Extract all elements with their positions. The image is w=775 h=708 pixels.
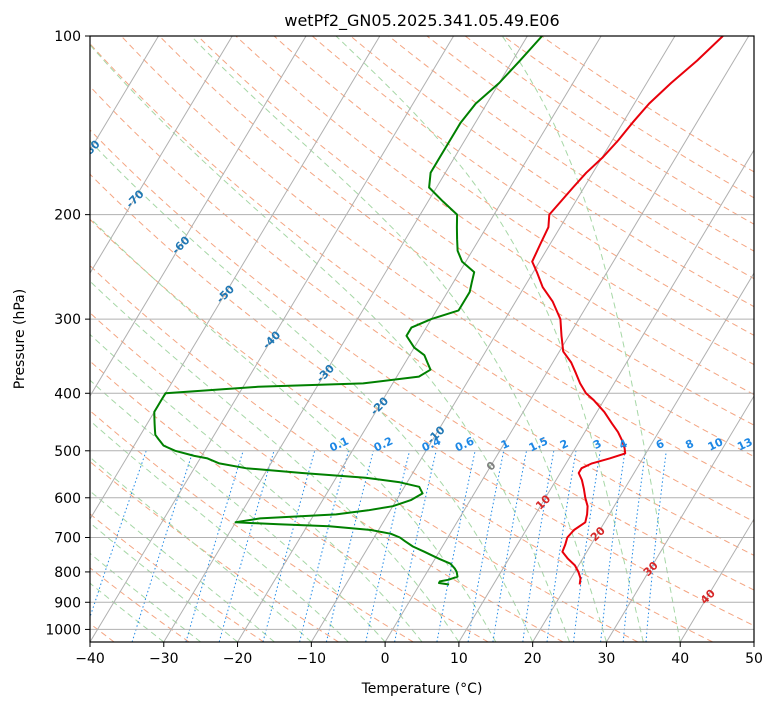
mixing-ratio-line (185, 450, 244, 642)
y-tick-label: 1000 (45, 622, 81, 638)
y-tick-label: 300 (54, 312, 81, 328)
temperature-profile-line (531, 36, 724, 585)
mixing-ratio-line (467, 450, 505, 642)
x-tick-label: −30 (149, 651, 179, 667)
dry-adiabat-line (120, 36, 754, 490)
y-tick-label: 600 (54, 491, 81, 507)
x-axis-ticks: −40 −30 −20 −10 0 10 20 30 40 50 (75, 642, 763, 667)
mixing-ratio-line (325, 450, 374, 642)
moist-adiabat-line (90, 379, 386, 642)
y-axis-ticks: 1000 900 800 700 600 500 400 300 200 100 (45, 29, 90, 638)
mixing-ratio-line (90, 450, 147, 619)
mixing-ratio-line (436, 450, 476, 642)
isotherm-line (90, 36, 233, 275)
x-tick-label: 10 (450, 651, 468, 667)
mixing-ratio-line (131, 450, 194, 642)
mixing-ratio-line (600, 450, 626, 642)
isotherm-line (679, 518, 754, 642)
moist-adiabat-line (90, 333, 423, 642)
isotherm-line (90, 36, 159, 152)
y-tick-label: 900 (54, 595, 81, 611)
dry-adiabat-line (388, 36, 754, 280)
moist-adiabat-line (90, 420, 349, 642)
x-tick-label: 20 (524, 651, 542, 667)
x-tick-label: 0 (381, 651, 390, 667)
isotherm-line (458, 149, 754, 642)
isotherm-line (237, 36, 602, 642)
moist-adiabat-line (90, 44, 571, 642)
dry-adiabat-line (159, 36, 754, 458)
dry-adiabat-line (235, 36, 754, 396)
isotherm-line (163, 36, 528, 642)
moist-adiabat-line (90, 217, 497, 642)
mixing-ratio-line (645, 450, 667, 642)
dry-adiabat-line (90, 218, 713, 642)
y-tick-label: 500 (54, 444, 81, 460)
isotherm-line (90, 36, 307, 398)
y-tick-label: 800 (54, 565, 81, 581)
plot-frame (89, 35, 755, 643)
moist-adiabat-line (90, 280, 460, 642)
mixing-ratio-line (299, 450, 349, 642)
dry-adiabat-line (311, 36, 754, 336)
mixing-ratio-line (394, 450, 437, 642)
dry-adiabat-line (350, 36, 754, 308)
y-tick-label: 200 (54, 208, 81, 224)
dewpoint-profile-line (153, 36, 543, 586)
dry-adiabat-line (90, 410, 414, 642)
dry-adiabat-line (426, 36, 754, 252)
isotherm-line (90, 36, 455, 642)
isotherm-line (606, 395, 754, 642)
dry-adiabat-line (90, 85, 754, 556)
isotherm-line (90, 36, 381, 521)
dry-adiabats (90, 36, 754, 642)
x-tick-label: −10 (297, 651, 327, 667)
mixing-ratio-line (573, 450, 601, 642)
mixing-ratio-line (492, 450, 527, 642)
isotherm-line (310, 36, 676, 642)
chart-title: wetPf2_GN05.2025.341.05.49.E06 (284, 11, 559, 31)
y-tick-label: 700 (54, 531, 81, 547)
dry-adiabat-line (90, 43, 754, 523)
mixing-ratio-line (622, 450, 646, 642)
mixing-ratio-line (522, 450, 555, 642)
mixing-ratio-label: 13 (735, 435, 754, 453)
moist-adiabat-line (90, 140, 534, 642)
dry-adiabat-line (90, 129, 754, 591)
y-tick-label: 100 (54, 29, 81, 45)
y-axis-title: Pressure (hPa) (12, 289, 28, 389)
x-tick-label: −20 (223, 651, 253, 667)
x-tick-label: 40 (671, 651, 689, 667)
x-axis-title: Temperature (°C) (361, 681, 483, 697)
isotherm-line (532, 272, 754, 642)
mixing-ratio-line (262, 450, 316, 642)
mixing-ratio-label: 10 (706, 435, 726, 453)
x-tick-label: 30 (598, 651, 616, 667)
mixing-ratio-line (365, 450, 411, 642)
moist-adiabat-line (501, 36, 681, 642)
y-tick-label: 400 (54, 386, 81, 402)
dry-adiabat-line (197, 36, 754, 426)
profile-series (153, 36, 724, 586)
moist-adiabat-line (335, 36, 644, 642)
moist-adiabat-line (190, 36, 607, 642)
isotherms (90, 36, 754, 642)
x-tick-label: −40 (75, 651, 105, 667)
dry-adiabat-line (90, 173, 754, 627)
dry-adiabat-line (273, 36, 754, 366)
isotherm-line (384, 36, 750, 642)
x-tick-label: 50 (745, 651, 763, 667)
pressure-gridlines (90, 36, 754, 630)
dry-adiabat-line (90, 513, 265, 642)
mixing-ratio-line (218, 450, 275, 642)
